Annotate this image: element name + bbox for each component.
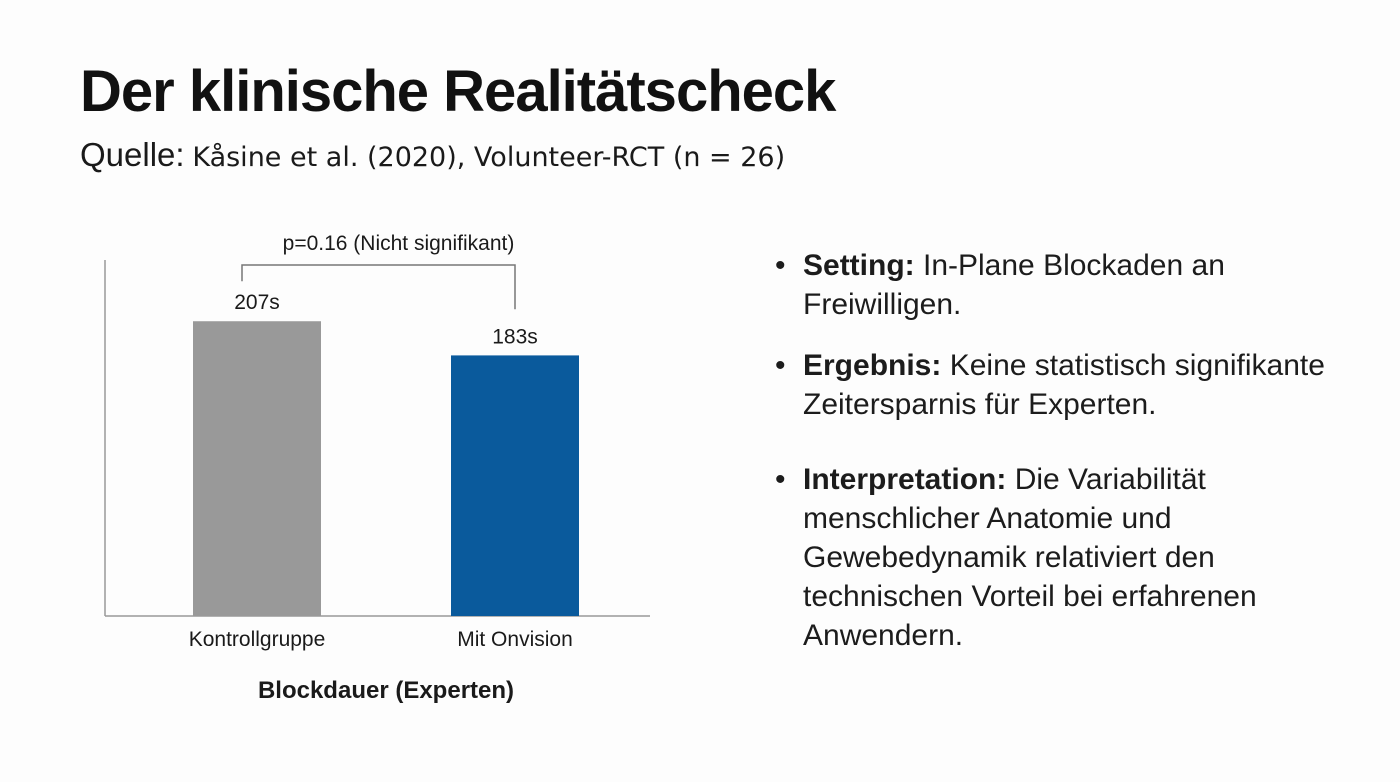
bullet-label: Setting: bbox=[803, 249, 915, 282]
bar-chart: 207s Kontrollgruppe 183s Mit Onvision p=0.1… bbox=[104, 232, 650, 704]
source-text: Kåsine et al. (2020), Volunteer-RCT (n =… bbox=[192, 142, 786, 173]
bullet-interpretation: • Interpretation: Die Variabilität mensch… bbox=[775, 460, 1365, 655]
bullet-label: Interpretation: bbox=[803, 463, 1007, 496]
x-axis-title: Blockdauer (Experten) bbox=[258, 677, 514, 704]
x-tick-label: Kontrollgruppe bbox=[189, 628, 326, 651]
source-label: Quelle: bbox=[80, 136, 185, 173]
bullet-result: • Ergebnis: Keine statistisch signifikant… bbox=[775, 346, 1365, 424]
bullet-setting: • Setting: In-Plane Blockaden an Freiwill… bbox=[775, 246, 1365, 324]
significance-bracket bbox=[241, 264, 516, 310]
bar-value-label: 207s bbox=[234, 291, 280, 314]
findings-list: • Setting: In-Plane Blockaden an Freiwill… bbox=[775, 246, 1365, 677]
bullet-dot-icon: • bbox=[775, 249, 786, 282]
significance-annotation: p=0.16 (Nicht signifikant) bbox=[283, 232, 515, 255]
bullet-text: Die Variabilität menschlicher Anatomie u… bbox=[803, 463, 1257, 652]
bar-mit-onvision bbox=[451, 355, 579, 616]
bullet-text: In-Plane Blockaden an Freiwilligen. bbox=[803, 249, 1225, 321]
bar-kontrollgruppe bbox=[193, 321, 321, 616]
bullet-dot-icon: • bbox=[775, 349, 786, 382]
x-tick-label: Mit Onvision bbox=[457, 628, 573, 651]
bullet-dot-icon: • bbox=[775, 463, 786, 496]
bullet-label: Ergebnis: bbox=[803, 349, 942, 382]
bar-value-label: 183s bbox=[492, 325, 538, 348]
source-line: Quelle: Kåsine et al. (2020), Volunteer-… bbox=[80, 136, 785, 174]
bullet-text: Keine statistisch signifikante Zeiterspa… bbox=[803, 349, 1325, 421]
slide-title: Der klinische Realitätscheck bbox=[80, 59, 836, 124]
